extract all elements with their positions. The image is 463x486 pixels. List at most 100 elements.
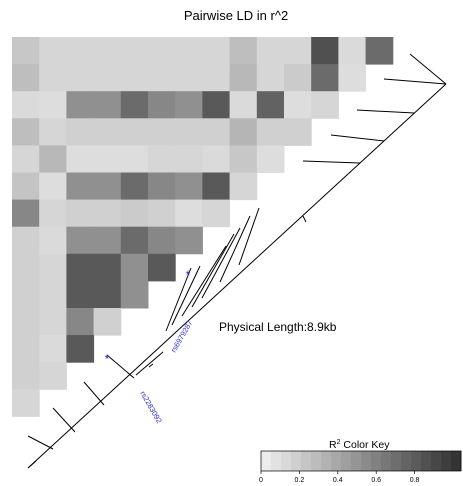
ld-cell bbox=[93, 199, 122, 228]
ld-cell bbox=[39, 362, 67, 390]
ld-cell bbox=[148, 64, 176, 92]
ld-cell bbox=[93, 91, 122, 119]
ld-cell bbox=[12, 145, 40, 173]
snp-position-line bbox=[238, 207, 260, 266]
color-key-swatch bbox=[351, 451, 362, 471]
ld-cell bbox=[202, 118, 231, 146]
snp-marker-star: * bbox=[105, 352, 110, 366]
ld-cell bbox=[148, 91, 176, 119]
ld-cell bbox=[39, 91, 67, 119]
ld-cell bbox=[229, 37, 258, 65]
ld-cell bbox=[256, 118, 285, 146]
color-key-swatch bbox=[421, 451, 432, 471]
ld-cell bbox=[12, 253, 40, 282]
ld-cell bbox=[175, 64, 203, 92]
ld-cell bbox=[284, 64, 312, 92]
ld-cell bbox=[175, 118, 203, 146]
ld-cell bbox=[120, 91, 149, 119]
color-key-r: R bbox=[329, 439, 337, 451]
ld-cell bbox=[202, 172, 231, 201]
ld-cell bbox=[148, 118, 176, 146]
ld-cell bbox=[93, 253, 122, 282]
snp-position-line bbox=[106, 354, 135, 379]
ld-cell bbox=[39, 280, 67, 309]
snp-position-line bbox=[52, 407, 76, 433]
ld-cell bbox=[229, 172, 258, 201]
chart-title: Pairwise LD in r^2 bbox=[184, 8, 288, 23]
snp-position-line bbox=[148, 363, 154, 368]
ld-cell bbox=[338, 37, 367, 65]
color-key-tick-label: 0.4 bbox=[333, 477, 343, 484]
color-key-tick-label: 0.6 bbox=[371, 477, 381, 484]
color-key-swatch bbox=[411, 451, 422, 471]
ld-cell bbox=[148, 37, 176, 65]
ld-cell bbox=[120, 172, 149, 201]
ld-cell bbox=[202, 199, 231, 228]
ld-cell bbox=[120, 64, 149, 92]
color-key-label: Color Key bbox=[341, 439, 391, 451]
ld-cell bbox=[12, 308, 40, 336]
ld-cell bbox=[12, 389, 40, 417]
snp-position-line bbox=[356, 109, 415, 114]
color-key-swatch bbox=[391, 451, 402, 471]
ld-cell bbox=[12, 226, 40, 255]
ld-cell bbox=[120, 118, 149, 146]
ld-cell bbox=[39, 64, 67, 92]
ld-cell bbox=[12, 172, 40, 201]
ld-cell bbox=[120, 37, 149, 65]
ld-cell bbox=[284, 37, 312, 65]
ld-cell bbox=[66, 91, 95, 119]
ld-cell bbox=[66, 118, 95, 146]
color-key-swatch bbox=[311, 451, 322, 471]
color-key-swatch bbox=[401, 451, 412, 471]
ld-cell bbox=[120, 280, 149, 309]
ld-cell bbox=[12, 280, 40, 309]
snp-position-line bbox=[27, 435, 54, 450]
ld-cell bbox=[12, 37, 40, 65]
ld-cell bbox=[39, 308, 67, 336]
ld-cell bbox=[202, 37, 231, 65]
ld-cell bbox=[202, 91, 231, 119]
ld-cell bbox=[311, 37, 339, 65]
ld-cell bbox=[175, 37, 203, 65]
ld-cell bbox=[12, 199, 40, 228]
snp-position-line bbox=[330, 134, 385, 142]
snp-position-line bbox=[181, 245, 227, 317]
ld-cell bbox=[39, 199, 67, 228]
ld-cell bbox=[175, 91, 203, 119]
ld-cell bbox=[148, 172, 176, 201]
ld-cell bbox=[148, 226, 176, 255]
ld-cell bbox=[66, 226, 95, 255]
color-key-tick-label: 0.2 bbox=[295, 477, 305, 484]
ld-cell bbox=[256, 64, 285, 92]
ld-cell bbox=[39, 172, 67, 201]
ld-cell bbox=[202, 64, 231, 92]
snp-position-line bbox=[219, 215, 251, 283]
physical-length-label: Physical Length:8.9kb bbox=[219, 320, 337, 334]
ld-cell bbox=[39, 335, 67, 363]
ld-cell bbox=[66, 145, 95, 173]
ld-cell bbox=[284, 118, 312, 146]
physical-axis-line bbox=[27, 83, 447, 469]
ld-cell bbox=[39, 145, 67, 173]
color-key-swatch bbox=[261, 451, 272, 471]
color-key-swatch bbox=[431, 451, 442, 471]
ld-cell bbox=[66, 308, 95, 336]
snp-position-line bbox=[302, 215, 307, 223]
snp-position-line bbox=[201, 227, 241, 299]
ld-cell bbox=[256, 37, 285, 65]
ld-cell bbox=[12, 64, 40, 92]
snp-position-line bbox=[135, 351, 164, 376]
ld-cell bbox=[284, 91, 312, 119]
color-key-swatch bbox=[331, 451, 342, 471]
snp-position-line bbox=[165, 267, 192, 332]
ld-cell bbox=[202, 145, 231, 173]
ld-cell bbox=[120, 226, 149, 255]
ld-cell bbox=[66, 64, 95, 92]
ld-cell bbox=[93, 145, 122, 173]
color-key-swatch bbox=[341, 451, 352, 471]
color-key-swatch bbox=[361, 451, 372, 471]
color-key-swatch bbox=[321, 451, 332, 471]
color-key-swatch bbox=[271, 451, 282, 471]
